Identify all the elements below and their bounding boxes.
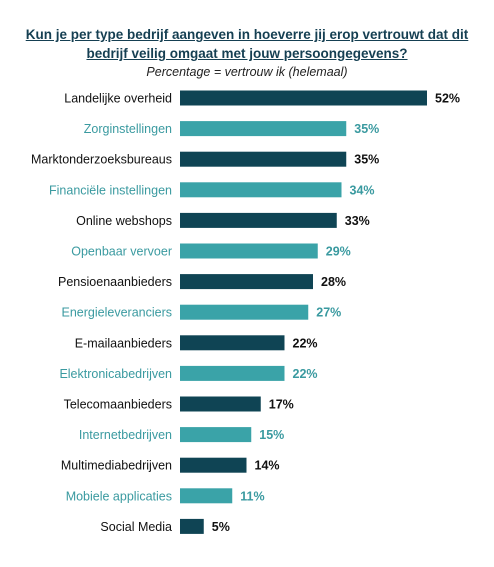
bar [180,151,347,167]
value-label: 14% [255,459,280,473]
bar [180,304,309,320]
value-label: 52% [435,92,460,106]
bar [180,518,204,534]
value-label: 15% [259,428,284,442]
bar [180,488,233,504]
value-label: 17% [269,398,294,412]
category-label: E-mailaanbieders [75,336,172,350]
bar [180,427,252,443]
value-label: 27% [316,306,341,320]
value-label: 22% [293,367,318,381]
category-label: Mobiele applicaties [66,489,172,503]
category-label: Landelijke overheid [64,92,172,106]
value-label: 29% [326,245,351,259]
bar [180,243,318,259]
category-label: Zorginstellingen [84,122,172,136]
bar [180,365,285,381]
category-label: Telecomaanbieders [64,398,172,412]
value-label: 22% [293,336,318,350]
category-label: Marktonderzoeksbureaus [31,153,172,167]
value-label: 33% [345,214,370,228]
bar [180,121,347,137]
category-label: Multimediabedrijven [61,459,172,473]
bar [180,396,261,412]
bar [180,457,247,473]
category-label: Online webshops [76,214,172,228]
value-label: 35% [354,153,379,167]
bar [180,212,337,228]
value-label: 11% [240,489,264,503]
value-label: 5% [212,520,230,534]
category-label: Financiële instellingen [49,183,172,197]
category-label: Openbaar vervoer [71,245,172,259]
category-label: Elektronicabedrijven [59,367,172,381]
value-label: 34% [350,183,375,197]
chart-subtitle: Percentage = vertrouw ik (helemaal) [146,65,348,79]
category-label: Energieleveranciers [62,306,172,320]
category-label: Internetbedrijven [79,428,172,442]
chart-title-line-2: bedrijf veilig omgaat met jouw persoonge… [86,46,408,61]
bar [180,90,427,106]
bar [180,335,285,351]
value-label: 35% [354,122,379,136]
category-label: Pensioenaanbieders [58,275,172,289]
chart-title-line-1: Kun je per type bedrijf aangeven in hoev… [25,27,469,42]
chart-title: Kun je per type bedrijf aangeven in hoev… [0,25,494,63]
value-label: 28% [321,275,346,289]
category-label: Social Media [100,520,172,534]
bar [180,274,313,290]
bar [180,182,342,198]
